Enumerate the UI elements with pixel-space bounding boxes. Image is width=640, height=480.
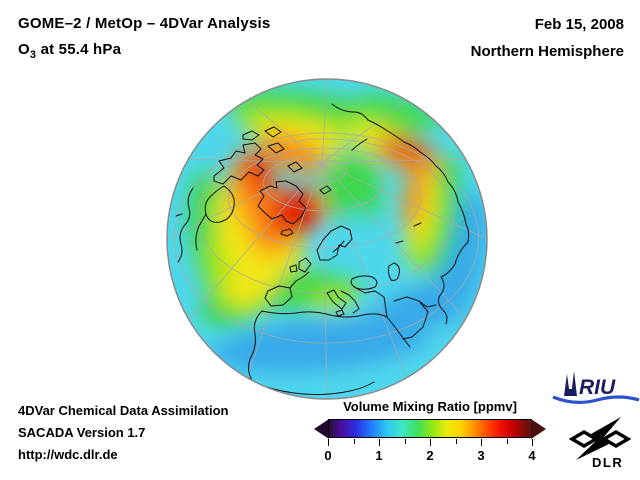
colorbar-left-arrow (314, 419, 329, 439)
colorbar-ticks (328, 439, 533, 447)
riu-cathedral-icon (564, 371, 577, 396)
colorbar-gradient (328, 419, 532, 438)
colorbar-label-2: 2 (426, 448, 434, 463)
colorbar-labels: 0 1 2 3 4 (324, 448, 536, 463)
colorbar-tick (328, 439, 329, 446)
colorbar-tick (481, 439, 482, 446)
title-block: GOME–2 / MetOp – 4DVar Analysis O3 at 55… (18, 11, 270, 68)
colorbar: Volume Mixing Ratio [ppmv] 0 1 2 3 4 (314, 399, 546, 463)
colorbar-title: Volume Mixing Ratio [ppmv] (343, 399, 517, 414)
colorbar-gradient-row (314, 419, 546, 439)
colorbar-tick (404, 439, 406, 444)
colorbar-label-0: 0 (324, 448, 332, 463)
colorbar-tick (353, 439, 355, 444)
hemisphere-label: Northern Hemisphere (470, 43, 624, 60)
riu-logo-text: RIU (579, 376, 616, 399)
ozone-field (188, 89, 487, 373)
colorbar-right-arrow (531, 419, 546, 439)
page-subtitle: O3 at 55.4 hPa (18, 37, 270, 68)
o3-subscript: 3 (29, 49, 37, 61)
pressure-level: at 55.4 hPa (36, 41, 122, 58)
dlr-star-icon (568, 417, 632, 460)
graticule (167, 79, 487, 399)
credit-line-assimilation: 4DVar Chemical Data Assimilation (18, 403, 229, 418)
credits-block: 4DVar Chemical Data Assimilation SACADA … (18, 400, 229, 466)
date-label: Feb 15, 2008 (534, 16, 624, 33)
credit-line-url: http://wdc.dlr.de (18, 447, 118, 462)
colorbar-label-4: 4 (528, 448, 536, 463)
credit-line-version: SACADA Version 1.7 (18, 425, 146, 440)
colorbar-tick (506, 439, 508, 444)
date-block: Feb 15, 2008 Northern Hemisphere (471, 11, 624, 65)
colorbar-tick (455, 439, 457, 444)
page-title: GOME–2 / MetOp – 4DVar Analysis (18, 15, 271, 32)
riu-logo: RIU (552, 371, 640, 404)
colorbar-tick (379, 439, 380, 446)
globe-limb (166, 78, 488, 400)
colorbar-tick (430, 439, 431, 446)
riu-wave-icon (552, 395, 640, 404)
colorbar-tick (532, 439, 533, 446)
colorbar-label-1: 1 (375, 448, 383, 463)
colorbar-label-3: 3 (477, 448, 485, 463)
o3-symbol: O (18, 41, 30, 58)
dlr-logo-text: DLR (592, 455, 623, 470)
coastlines (175, 103, 470, 396)
dlr-logo: DLR (568, 417, 632, 470)
